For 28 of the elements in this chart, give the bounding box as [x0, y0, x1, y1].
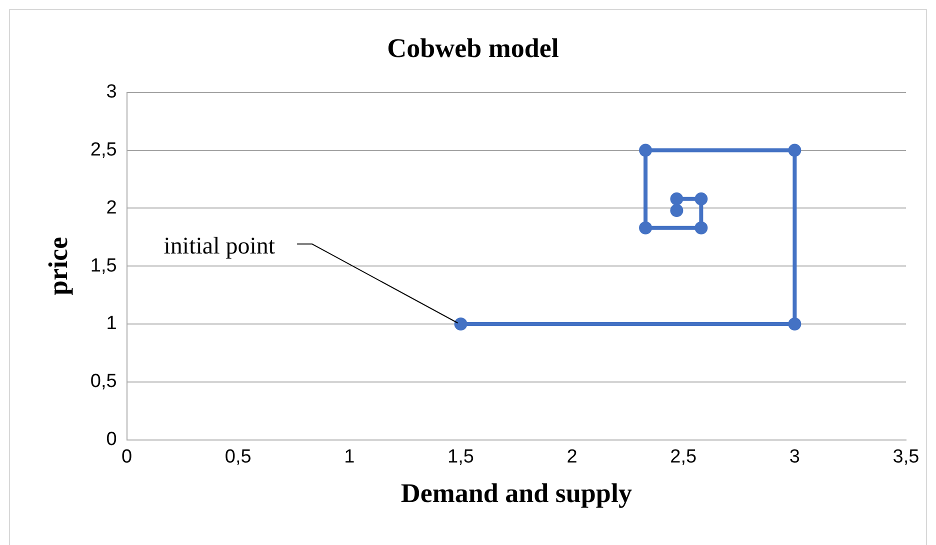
- point: [670, 192, 684, 206]
- point: [694, 221, 708, 234]
- point: [694, 192, 708, 206]
- chart-title: Cobweb model: [387, 33, 560, 64]
- y-tick-label: 1: [106, 313, 117, 334]
- y-tick-label: 0: [106, 429, 117, 450]
- x-tick-label: 2,5: [670, 446, 697, 468]
- x-tick-label: 0,5: [224, 446, 252, 468]
- annotation: initial point: [164, 233, 276, 260]
- x-tick-label: 3,5: [892, 446, 920, 468]
- x-tick-label: 0: [122, 446, 132, 468]
- y-tick-label: 2,5: [90, 140, 117, 161]
- y-tick-label: 0,5: [90, 371, 117, 392]
- point: [639, 144, 652, 157]
- point: [788, 144, 802, 157]
- x-tick-label: 3: [789, 446, 800, 468]
- point: [670, 204, 684, 218]
- y-tick-label: 2: [106, 197, 117, 218]
- x-tick-label: 1,5: [448, 446, 474, 468]
- y-tick-label: 1,5: [90, 255, 117, 276]
- point: [639, 221, 652, 234]
- x-tick-label: 2: [566, 446, 578, 468]
- y-tick-label: 3: [106, 82, 117, 103]
- point: [454, 318, 468, 330]
- y-axis-title: price: [43, 236, 74, 296]
- x-axis-title: Demand and supply: [400, 478, 632, 508]
- point: [788, 318, 802, 330]
- x-tick-label: 1: [344, 446, 355, 468]
